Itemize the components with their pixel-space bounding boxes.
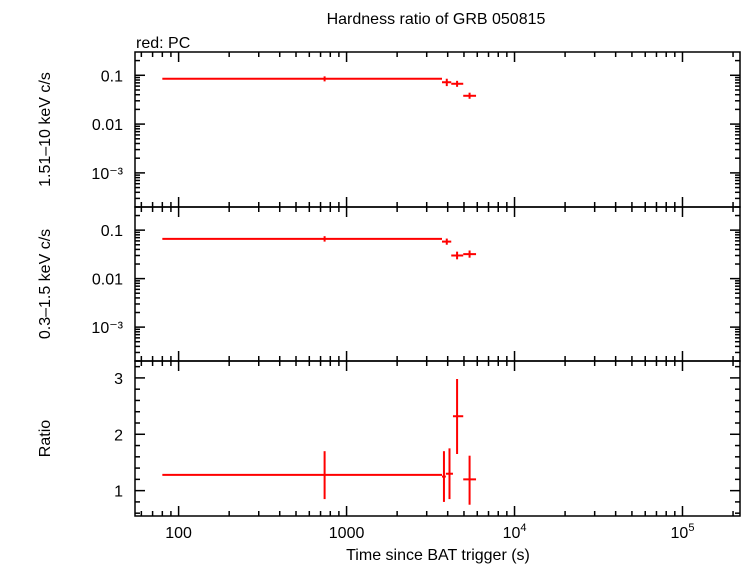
y-axis-label: Ratio <box>37 420 54 457</box>
y-tick-label: 10⁻³ <box>91 166 123 183</box>
data-point <box>451 251 464 260</box>
data-point <box>162 76 443 82</box>
y-tick-label: 0.01 <box>92 117 123 134</box>
chart-title: Hardness ratio of GRB 050815 <box>327 11 546 28</box>
data-point <box>442 451 446 502</box>
data-point <box>162 236 443 242</box>
data-point <box>162 451 443 500</box>
x-tick-label: 1000 <box>329 525 365 542</box>
y-tick-label: 3 <box>114 371 123 388</box>
y-tick-label: 0.01 <box>92 272 123 289</box>
chart-subtitle: red: PC <box>136 35 190 52</box>
y-axis-label: 1.51–10 keV c/s <box>37 72 54 187</box>
y-axis-label: 0.3–1.5 keV c/s <box>37 229 54 339</box>
x-tick-label: 104 <box>503 522 527 542</box>
panel-frame <box>134 51 741 208</box>
data-point <box>463 92 477 99</box>
chart-panels: 0.1 0.01 10⁻³ 1.51–10 keV c/s 0.1 0.01 10⁻³ 0.3… <box>37 51 741 542</box>
x-tick-label: 105 <box>671 522 695 542</box>
panel-soft: 0.1 0.01 10⁻³ 0.3–1.5 keV c/s <box>37 206 741 362</box>
panel-ratio: 1 2 3 Ratio <box>37 360 741 517</box>
panel-frame <box>134 206 741 362</box>
data-point <box>445 448 453 500</box>
panel-hard: 0.1 0.01 10⁻³ 1.51–10 keV c/s <box>37 51 741 208</box>
data-point <box>451 80 464 87</box>
data-point <box>463 455 477 505</box>
data-point <box>452 379 464 454</box>
y-tick-label: 1 <box>114 484 123 501</box>
data-point <box>442 238 452 245</box>
y-tick-label: 10⁻³ <box>91 320 123 337</box>
data-point <box>442 78 452 87</box>
y-tick-label: 0.1 <box>101 223 123 240</box>
y-tick-label: 2 <box>114 427 123 444</box>
data-point <box>463 250 477 258</box>
panel-frame <box>134 360 741 517</box>
x-axis-label: Time since BAT trigger (s) <box>346 547 530 564</box>
y-tick-label: 0.1 <box>101 68 123 85</box>
x-tick-label: 100 <box>165 525 192 542</box>
